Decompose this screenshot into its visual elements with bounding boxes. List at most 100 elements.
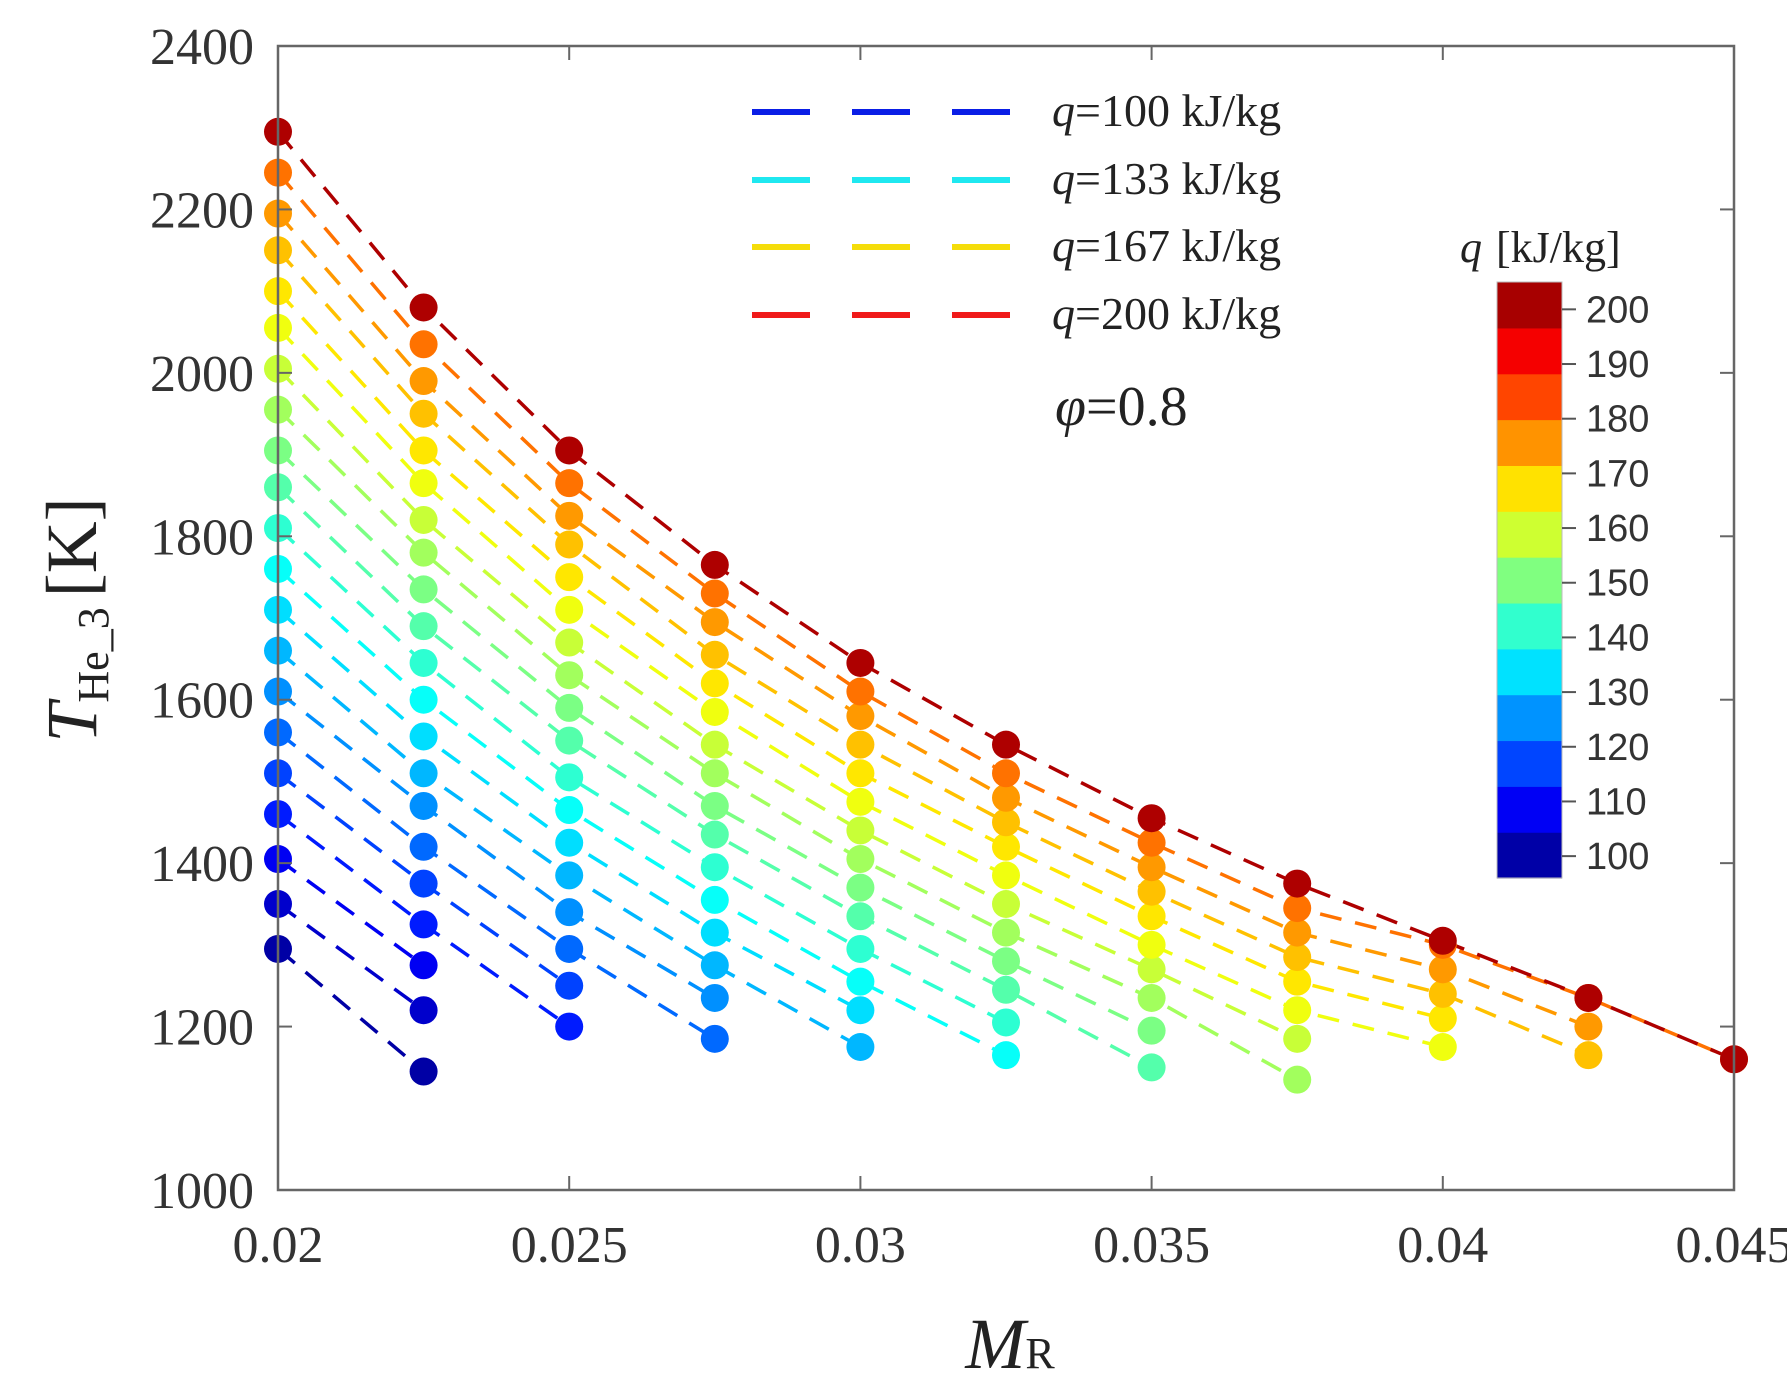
data-point — [846, 845, 875, 874]
data-point — [992, 918, 1020, 947]
y-tick-label: 1000 — [150, 1163, 254, 1220]
data-point — [1428, 1033, 1457, 1061]
data-point — [409, 759, 438, 788]
data-point — [555, 828, 584, 857]
colorbar-title: q [kJ/kg] — [1460, 223, 1621, 272]
colorbar-band — [1497, 786, 1562, 833]
data-point — [409, 367, 438, 396]
data-point — [992, 808, 1020, 837]
data-point — [992, 861, 1020, 890]
data-point — [555, 530, 584, 559]
legend-label: =100 kJ/kg — [1075, 85, 1281, 136]
data-point — [409, 330, 438, 359]
data-point — [1137, 983, 1166, 1012]
phi-symbol: φ — [1055, 376, 1086, 438]
data-point — [409, 791, 438, 820]
data-point — [700, 951, 729, 980]
data-point — [992, 975, 1020, 1004]
data-point — [409, 505, 438, 534]
colorbar-band — [1497, 373, 1562, 421]
data-point — [409, 293, 438, 322]
data-point — [1137, 853, 1166, 882]
data-point — [846, 902, 875, 931]
colorbar-band — [1497, 327, 1562, 375]
data-point — [1574, 1041, 1603, 1070]
legend-q-symbol: q — [1052, 220, 1075, 271]
legend-entry: q =167 kJ/kg — [752, 220, 1281, 271]
data-point — [846, 934, 875, 963]
data-point — [700, 669, 729, 698]
data-point — [555, 1012, 584, 1041]
y-tick-label: 1400 — [150, 836, 254, 893]
data-point — [846, 996, 875, 1025]
colorbar: q [kJ/kg] 100 110 120 130 140 150 160 170 180 190 2… — [1460, 223, 1649, 879]
colorbar-tick-label: 140 — [1586, 617, 1649, 659]
x-tick-label: 0.02 — [233, 1217, 324, 1274]
series-layer — [264, 117, 1748, 1094]
colorbar-band — [1497, 511, 1562, 558]
data-point — [1137, 1016, 1166, 1045]
colorbar-tick-label: 190 — [1586, 344, 1649, 386]
series-line — [276, 731, 716, 1041]
legend-q-symbol: q — [1052, 85, 1075, 136]
data-point — [555, 971, 584, 1000]
data-point — [1428, 979, 1457, 1008]
legend-label: =200 kJ/kg — [1075, 288, 1281, 339]
data-point — [700, 759, 729, 788]
data-point — [555, 693, 584, 722]
data-point — [409, 575, 438, 604]
series-line — [276, 567, 1007, 1057]
data-point — [846, 967, 875, 996]
data-point — [1137, 804, 1166, 833]
colorbar-band — [1497, 694, 1562, 742]
data-point — [700, 550, 729, 579]
data-point — [1137, 930, 1166, 959]
data-point — [700, 983, 729, 1012]
colorbar-band — [1497, 602, 1562, 650]
data-point — [1574, 1012, 1603, 1041]
data-point — [700, 791, 729, 820]
series-line — [276, 408, 1299, 1082]
data-point — [409, 399, 438, 428]
data-point — [409, 996, 438, 1025]
data-point — [846, 1033, 875, 1061]
data-point — [1137, 1053, 1166, 1082]
legend-entry: q =200 kJ/kg — [752, 288, 1281, 339]
data-point — [992, 890, 1020, 918]
data-point — [555, 469, 584, 498]
data-point — [555, 501, 584, 530]
data-point — [555, 934, 584, 963]
x-tick-label: 0.035 — [1093, 1217, 1210, 1274]
data-point — [846, 730, 875, 759]
colorbar-band — [1497, 740, 1562, 787]
data-point — [700, 820, 729, 849]
data-point — [1428, 926, 1457, 955]
x-axis-label: MR — [964, 1304, 1055, 1384]
y-axis-subscript: He_3 — [69, 607, 118, 702]
data-point — [409, 951, 438, 980]
x-axis-subscript: R — [1025, 1329, 1055, 1378]
data-point — [992, 1041, 1020, 1070]
data-point — [846, 873, 875, 902]
y-tick-label: 2000 — [150, 346, 254, 403]
legend-q-symbol: q — [1052, 153, 1075, 204]
colorbar-band — [1497, 465, 1562, 512]
phi-annotation: φ=0.8 — [1055, 376, 1188, 438]
colorbar-tick-label: 160 — [1586, 508, 1649, 550]
data-point — [409, 469, 438, 498]
y-tick-label: 1200 — [150, 1000, 254, 1057]
data-point — [409, 648, 438, 677]
data-point — [700, 579, 729, 608]
colorbar-band — [1497, 282, 1562, 329]
data-point — [1283, 1024, 1312, 1053]
colorbar-tick-label: 110 — [1586, 781, 1647, 823]
data-point — [846, 759, 875, 788]
data-point — [555, 595, 584, 624]
legend-q-symbol: q — [1052, 288, 1075, 339]
data-point — [846, 787, 875, 816]
data-point — [555, 861, 584, 890]
data-point — [555, 763, 584, 792]
data-point — [555, 796, 584, 825]
data-point — [992, 1008, 1020, 1037]
